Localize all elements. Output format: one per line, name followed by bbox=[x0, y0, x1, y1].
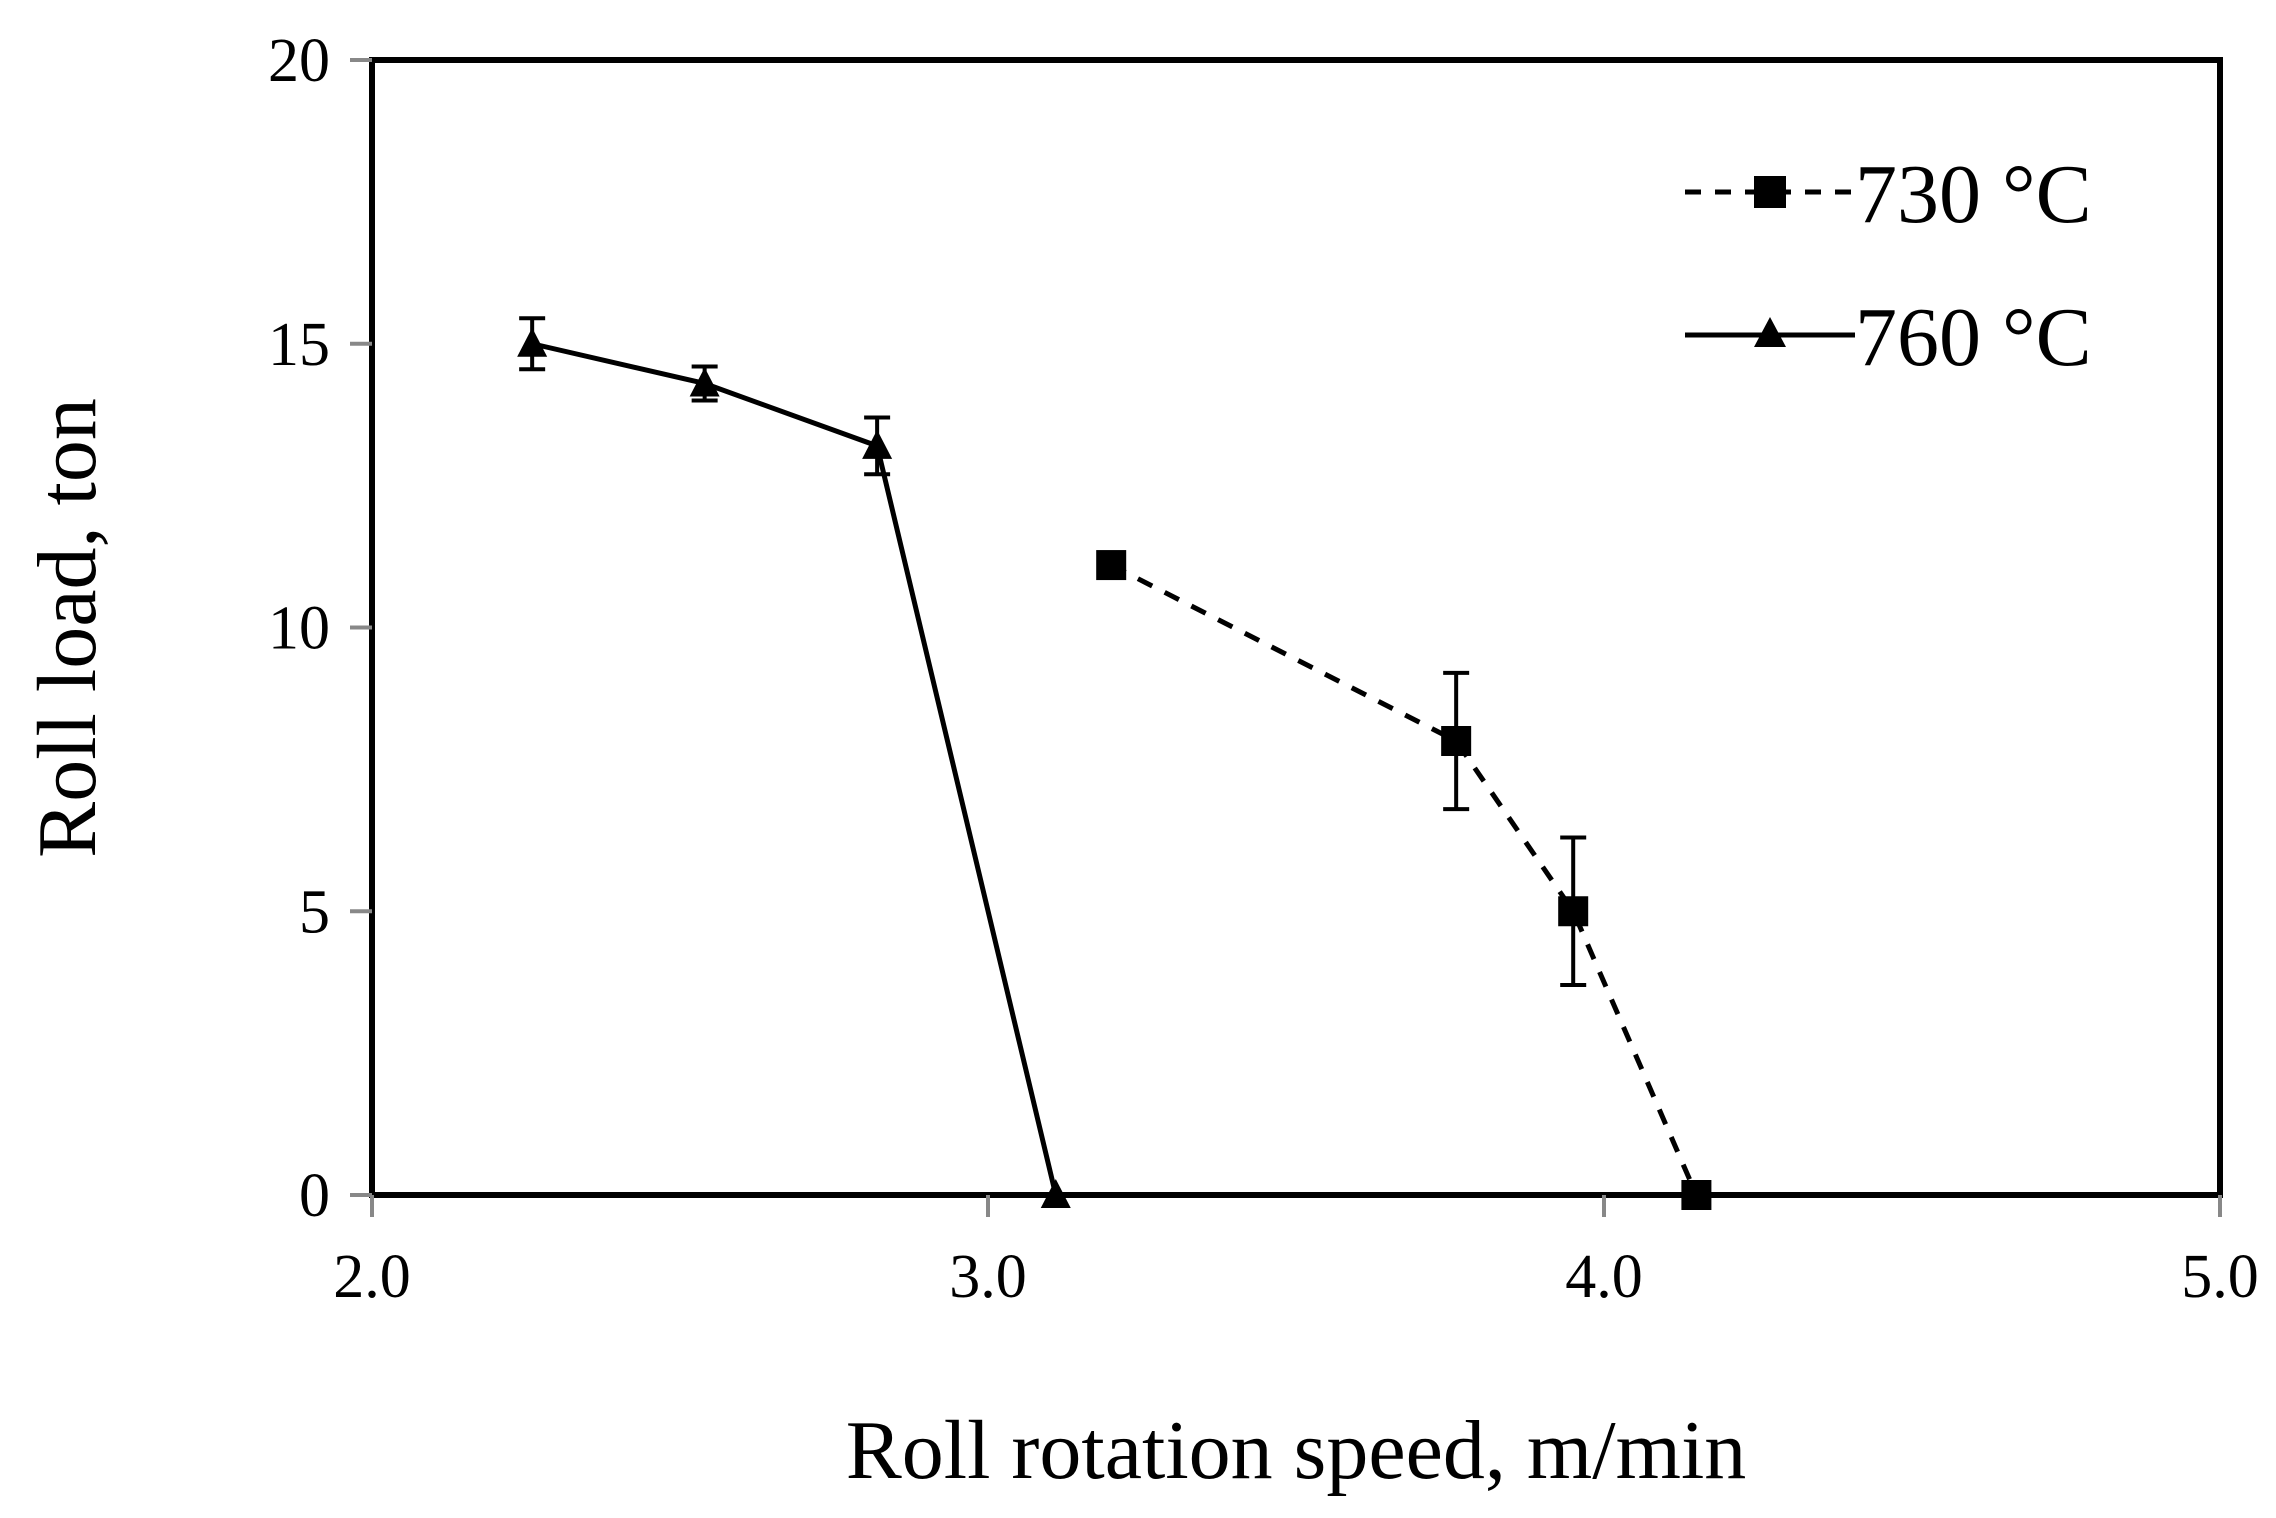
y-tick-label: 0 bbox=[299, 1162, 330, 1230]
legend: 730 °C 760 °C bbox=[1685, 148, 2092, 384]
x-tick-label: 5.0 bbox=[2181, 1243, 2259, 1311]
data-point-730 bbox=[1681, 1180, 1712, 1210]
y-tick-label: 20 bbox=[268, 27, 330, 95]
x-tick-label: 2.0 bbox=[333, 1243, 411, 1311]
data-point-760 bbox=[689, 367, 720, 397]
legend-marker-760 bbox=[1754, 317, 1786, 347]
y-axis: 0 5 10 15 20 bbox=[268, 27, 372, 1230]
x-axis: 2.0 3.0 4.0 5.0 bbox=[333, 1195, 2259, 1311]
y-axis-title: Roll load, ton bbox=[21, 398, 114, 858]
y-tick-label: 10 bbox=[268, 595, 330, 663]
data-point-760 bbox=[1040, 1179, 1071, 1208]
x-axis-title: Roll rotation speed, m/min bbox=[846, 1404, 1747, 1497]
series-line-760 bbox=[531, 341, 1059, 1196]
series-layer bbox=[517, 316, 1712, 1210]
y-tick-label: 5 bbox=[299, 878, 330, 946]
y-tick-label: 15 bbox=[268, 311, 330, 379]
legend-label-730: 730 °C bbox=[1855, 148, 2092, 241]
legend-marker-730 bbox=[1754, 176, 1786, 208]
x-tick-label: 4.0 bbox=[1565, 1243, 1643, 1311]
data-point-760 bbox=[862, 429, 893, 459]
data-point-730 bbox=[1558, 896, 1589, 927]
legend-label-760: 760 °C bbox=[1855, 291, 2092, 384]
data-point-730 bbox=[1441, 726, 1472, 756]
series-line-730 bbox=[1110, 562, 1699, 1196]
data-point-730 bbox=[1096, 550, 1127, 581]
data-point-760 bbox=[517, 327, 548, 357]
x-tick-label: 3.0 bbox=[949, 1243, 1027, 1311]
